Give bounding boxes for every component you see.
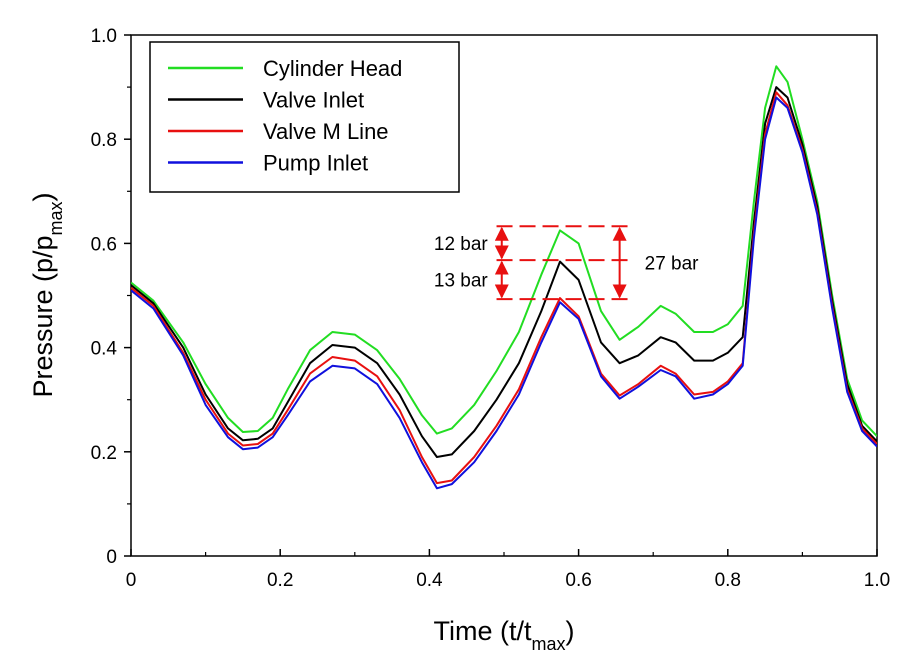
legend-label-valve-m-line: Valve M Line — [263, 119, 389, 144]
legend: Cylinder Head Valve Inlet Valve M Line Pump… — [149, 41, 460, 193]
annotation-label: 27 bar — [645, 254, 700, 275]
y-axis-title-sub: max — [46, 201, 66, 235]
y-axis-title: Pressure (p/pmax) — [28, 192, 66, 397]
y-axis-title-close: ) — [28, 192, 58, 201]
x-axis-title-close: ) — [566, 616, 575, 646]
series-line-valve-inlet — [131, 86, 877, 458]
x-tick-label: 0.8 — [715, 570, 741, 591]
x-tick-label: 0.6 — [565, 570, 591, 591]
x-axis-title-sub: max — [531, 634, 565, 654]
y-tick-label: 0.8 — [91, 130, 117, 151]
x-tick-label: 1.0 — [864, 570, 890, 591]
y-tick-label: 0 — [106, 547, 117, 568]
legend-label-cylinder-head: Cylinder Head — [263, 56, 402, 81]
series-line-pump-inlet — [131, 96, 877, 490]
x-axis-title: Time (t/tmax) — [433, 616, 574, 654]
legend-label-pump-inlet: Pump Inlet — [263, 151, 368, 176]
x-axis-title-main: Time (t/t — [433, 616, 531, 646]
series-line-valve-m-line — [131, 91, 877, 485]
legend-label-valve-inlet: Valve Inlet — [263, 88, 364, 113]
x-tick-label: 0.4 — [416, 570, 443, 591]
y-axis-title-main: Pressure (p/p — [28, 235, 58, 397]
y-tick-label: 0.2 — [91, 443, 117, 464]
annotation-label: 12 bar — [434, 234, 489, 255]
x-tick-label: 0.2 — [267, 570, 293, 591]
y-tick-label: 1.0 — [91, 26, 117, 47]
pressure-difference-annotations: 12 bar 13 bar 27 bar — [434, 225, 700, 301]
y-tick-label: 0.4 — [91, 339, 118, 360]
series-line-cylinder-head — [131, 65, 877, 437]
series-lines — [131, 65, 877, 490]
annotation-label: 13 bar — [434, 271, 489, 292]
y-tick-label: 0.6 — [91, 234, 117, 255]
axes: 0 0.2 0.4 0.6 0.8 1.0 0 0.2 0.4 0.6 0.8 1.0 — [91, 26, 891, 591]
x-tick-label: 0 — [126, 570, 137, 591]
